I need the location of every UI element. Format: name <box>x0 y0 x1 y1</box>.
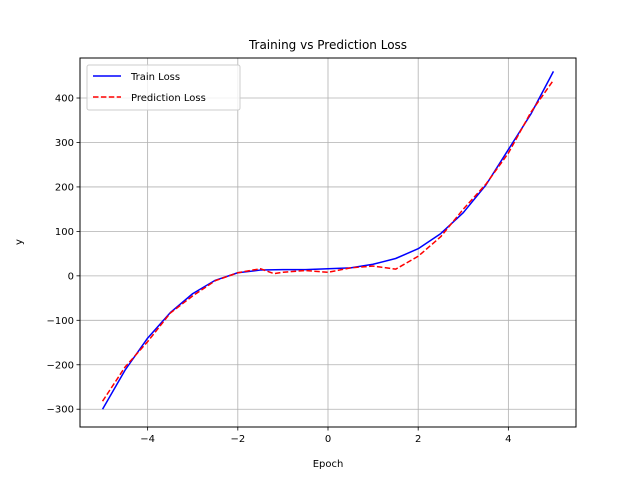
legend-box <box>86 64 241 111</box>
series-layer <box>101 70 555 410</box>
y-axis-label: y <box>14 239 25 245</box>
y-tick-label: −100 <box>47 316 74 327</box>
legend-label-train-loss: Train Loss <box>130 72 180 83</box>
x-tick-label: 2 <box>415 434 421 445</box>
ticks: −4 −2 0 2 4 −300 −200 −100 0 100 200 300 400 <box>47 94 512 445</box>
legend-label-prediction-loss: Prediction Loss <box>131 93 206 104</box>
y-tick-label: 100 <box>55 227 74 238</box>
y-tick-label: 0 <box>68 271 74 282</box>
legend: Train Loss Prediction Loss <box>86 64 241 111</box>
y-tick-label: 200 <box>55 182 74 193</box>
x-tick-label: 4 <box>505 434 511 445</box>
series-line-prediction-loss <box>101 79 555 402</box>
x-tick-label: −2 <box>230 434 245 445</box>
x-axis-label: Epoch <box>313 459 344 470</box>
y-tick-label: −200 <box>47 360 74 371</box>
chart-title: Training vs Prediction Loss <box>248 38 407 52</box>
series-line-train-loss <box>101 70 555 410</box>
y-tick-label: 400 <box>55 94 74 105</box>
y-tick-label: 300 <box>55 138 74 149</box>
x-tick-label: −4 <box>140 434 155 445</box>
x-tick-label: 0 <box>325 434 331 445</box>
y-tick-label: −300 <box>47 405 74 416</box>
